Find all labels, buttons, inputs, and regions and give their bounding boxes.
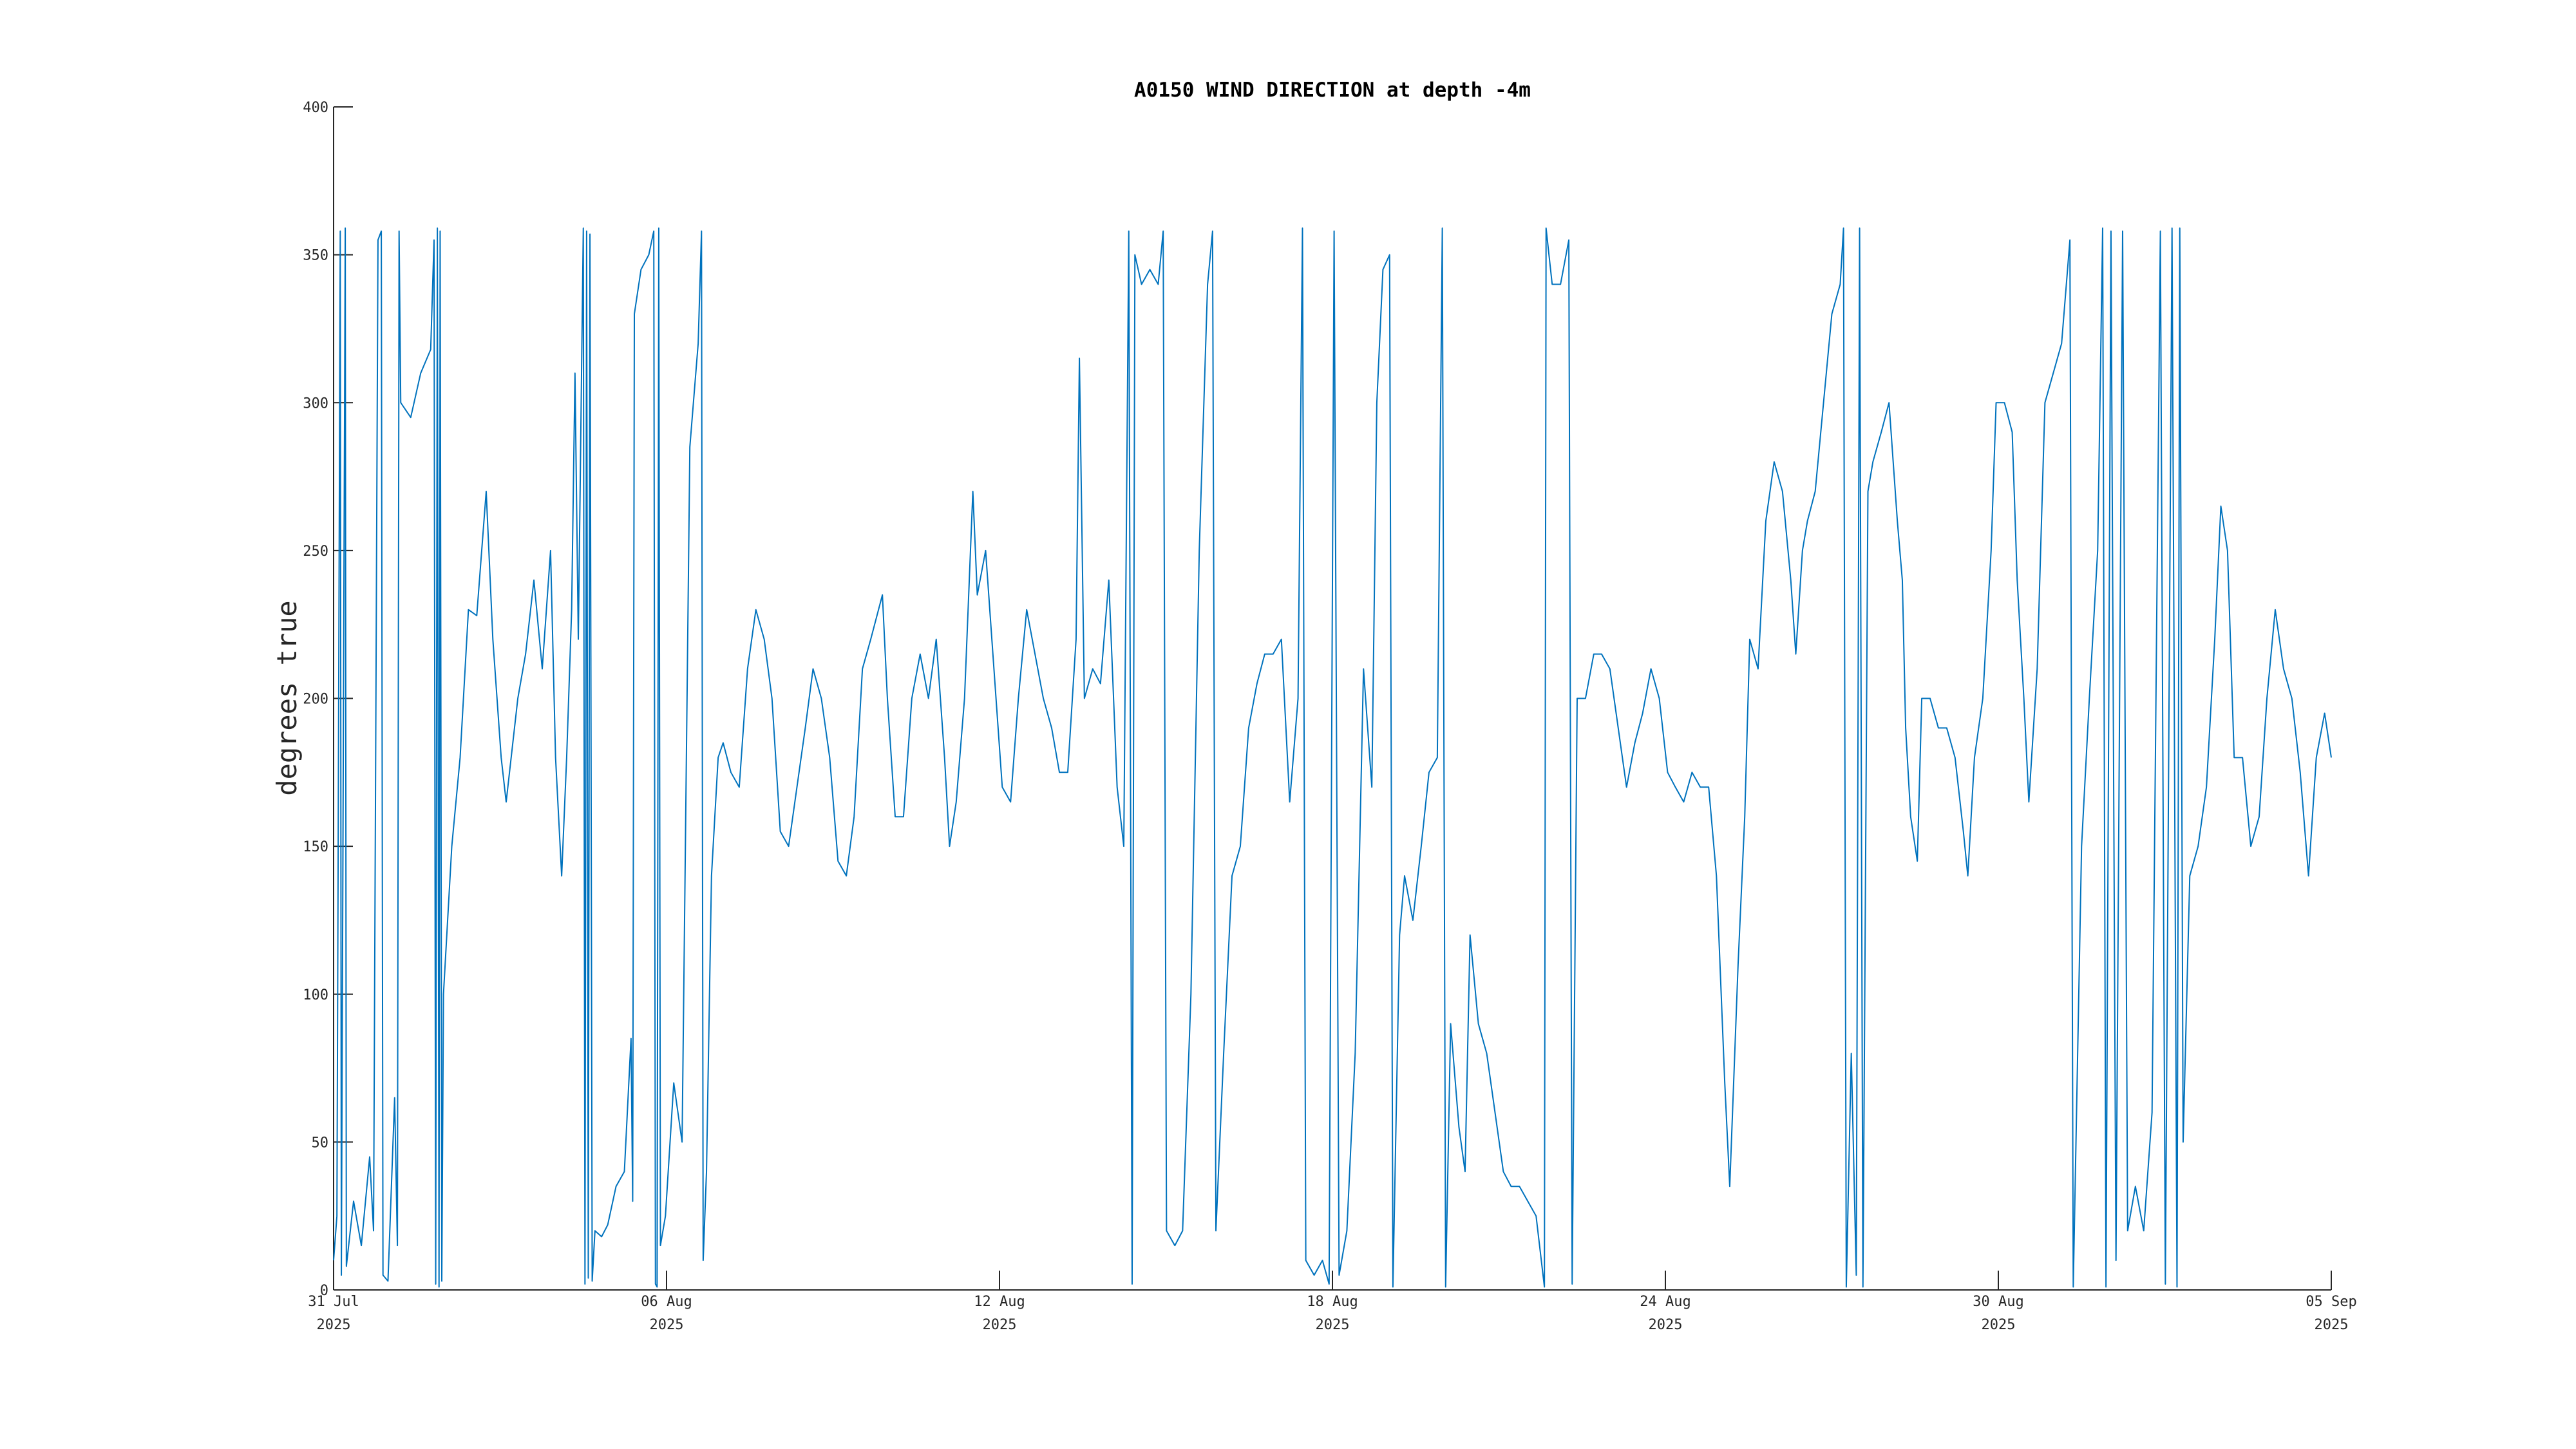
x-tick-label: 2025 — [2315, 1317, 2349, 1333]
x-tick-label: 2025 — [983, 1317, 1017, 1333]
y-tick-label: 50 — [312, 1135, 329, 1151]
y-tick-label: 350 — [303, 248, 328, 264]
x-tick-label: 05 Sep — [2306, 1294, 2356, 1310]
y-tick-label: 400 — [303, 100, 328, 116]
y-tick-label: 200 — [303, 692, 328, 708]
x-tick-label: 2025 — [1982, 1317, 2016, 1333]
y-tick-label: 300 — [303, 395, 328, 412]
y-tick-label: 150 — [303, 839, 328, 855]
data-line — [333, 227, 2332, 1288]
x-tick-label: 06 Aug — [641, 1294, 692, 1310]
x-tick-label: 2025 — [650, 1317, 684, 1333]
x-tick-label: 18 Aug — [1307, 1294, 1358, 1310]
x-tick-label: 2025 — [1316, 1317, 1350, 1333]
y-tick-label: 100 — [303, 987, 328, 1003]
chart-title: A0150 WIND DIRECTION at depth -4m — [1134, 79, 1531, 102]
x-tick-label: 2025 — [317, 1317, 351, 1333]
x-tick-label: 31 Jul — [308, 1294, 359, 1310]
x-tick-label: 12 Aug — [974, 1294, 1025, 1310]
x-tick-label: 24 Aug — [1640, 1294, 1690, 1310]
y-tick-label: 0 — [320, 1283, 328, 1299]
x-tick-label: 30 Aug — [1973, 1294, 2023, 1310]
y-tick-label: 250 — [303, 544, 328, 560]
y-axis-label: degrees true — [271, 600, 303, 795]
x-tick-label: 2025 — [1649, 1317, 1683, 1333]
